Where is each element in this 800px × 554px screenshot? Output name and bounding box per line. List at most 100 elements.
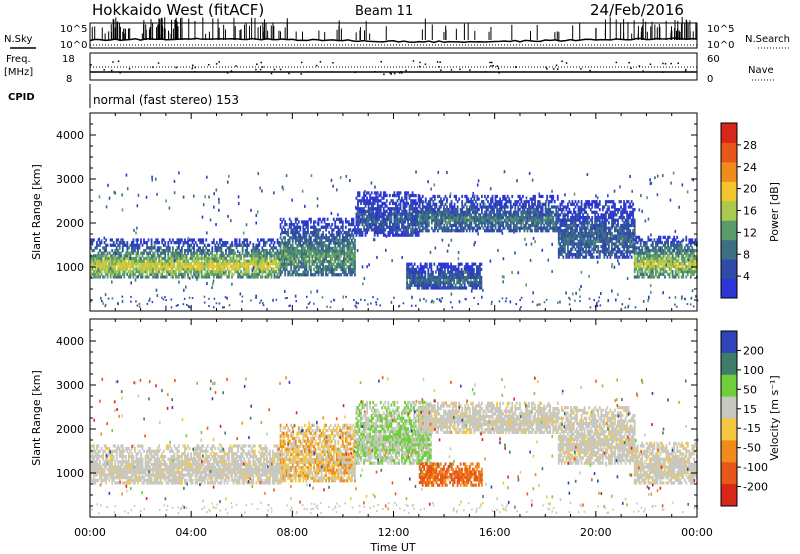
power-cell: [266, 272, 268, 276]
power-cell: [537, 205, 539, 209]
power-cell: [407, 217, 409, 221]
power-cell: [390, 217, 393, 221]
power-cell: [284, 265, 287, 269]
power-cell: [618, 242, 621, 246]
power-cell: [577, 252, 580, 257]
power-cell: [164, 256, 167, 261]
power-cell: [609, 200, 612, 204]
power-cell: [349, 259, 352, 264]
power-cell: [618, 250, 621, 254]
power-cell: [563, 218, 566, 222]
power-cell: [418, 205, 421, 209]
freq-dot: [191, 67, 193, 70]
power-cell: [384, 223, 387, 227]
power-cell: [481, 218, 483, 222]
power-cell: [328, 246, 331, 250]
power-cell: [567, 223, 569, 228]
power-cell: [373, 215, 376, 219]
power-cell: [528, 215, 530, 220]
power-cell: [475, 286, 478, 290]
power-cell: [523, 215, 526, 220]
power-cell: [600, 245, 603, 249]
power-cell: [391, 230, 394, 235]
power-cell: [496, 202, 498, 206]
power-cell: [281, 262, 284, 266]
power-cell: [370, 223, 373, 227]
power-cell: [497, 218, 500, 222]
power-cell: [147, 267, 150, 271]
power-cell: [562, 200, 565, 204]
power-cell: [396, 207, 399, 211]
power-cell: [161, 275, 164, 279]
power-cell: [423, 215, 426, 220]
power-cell: [435, 202, 438, 206]
power-cell: [471, 210, 474, 214]
power-cell: [252, 262, 255, 266]
power-cell: [334, 254, 337, 258]
power-cell: [334, 252, 337, 256]
power-cell: [556, 205, 559, 209]
power-cell: [491, 226, 494, 230]
power-cell: [617, 239, 619, 243]
power-cell: [182, 259, 185, 263]
power-cell: [215, 256, 218, 261]
power-cell: [376, 215, 379, 219]
power-cell: [601, 245, 604, 249]
power-cell: [579, 213, 581, 217]
power-cell: [407, 220, 409, 224]
power-cell: [138, 256, 141, 261]
power-cell: [517, 205, 520, 209]
power-cell: [424, 200, 427, 204]
power-cell: [477, 273, 480, 277]
power-cell: [442, 278, 445, 282]
power-cell: [503, 210, 506, 214]
power-cell: [303, 223, 306, 227]
power-cell: [262, 248, 265, 253]
power-cell: [161, 241, 164, 245]
power-cell: [405, 191, 408, 195]
power-cell: [471, 194, 474, 199]
power-cell: [579, 242, 581, 246]
power-cell: [238, 259, 241, 263]
power-cell: [240, 264, 243, 268]
power-cell: [462, 213, 465, 217]
power-cell: [354, 259, 356, 264]
power-cell: [302, 223, 305, 227]
power-cell: [485, 213, 488, 217]
power-cell: [573, 231, 575, 235]
power-cell: [538, 218, 541, 222]
power-cell: [471, 262, 474, 266]
power-cell: [323, 236, 326, 240]
power-cell: [184, 238, 186, 242]
power-cell: [421, 275, 424, 279]
power-cell: [317, 217, 320, 221]
power-cell: [592, 237, 595, 241]
power-cell: [409, 273, 411, 277]
power-cell: [470, 223, 473, 228]
power-cell: [594, 226, 597, 230]
power-cell: [357, 201, 359, 206]
power-cell: [184, 270, 186, 274]
power-cell: [382, 212, 385, 216]
power-cell: [303, 246, 306, 250]
power-cell: [243, 267, 246, 271]
power-cell: [294, 265, 297, 269]
power-cell: [402, 207, 405, 211]
power-cell: [118, 251, 121, 255]
power-cell: [538, 221, 541, 225]
power-cell: [409, 270, 411, 274]
power-cell: [354, 252, 356, 256]
power-cell: [141, 251, 144, 255]
power-cell: [401, 225, 403, 229]
power-cell: [426, 210, 429, 214]
power-cell: [144, 264, 147, 268]
power-cell: [416, 278, 419, 282]
power-cell: [506, 194, 509, 199]
power-cell: [538, 194, 541, 199]
power-cell: [583, 234, 586, 238]
power-cell: [402, 209, 405, 213]
power-cell: [482, 218, 485, 222]
power-cell: [226, 241, 229, 245]
power-cell: [471, 205, 474, 209]
power-cell: [427, 213, 430, 217]
